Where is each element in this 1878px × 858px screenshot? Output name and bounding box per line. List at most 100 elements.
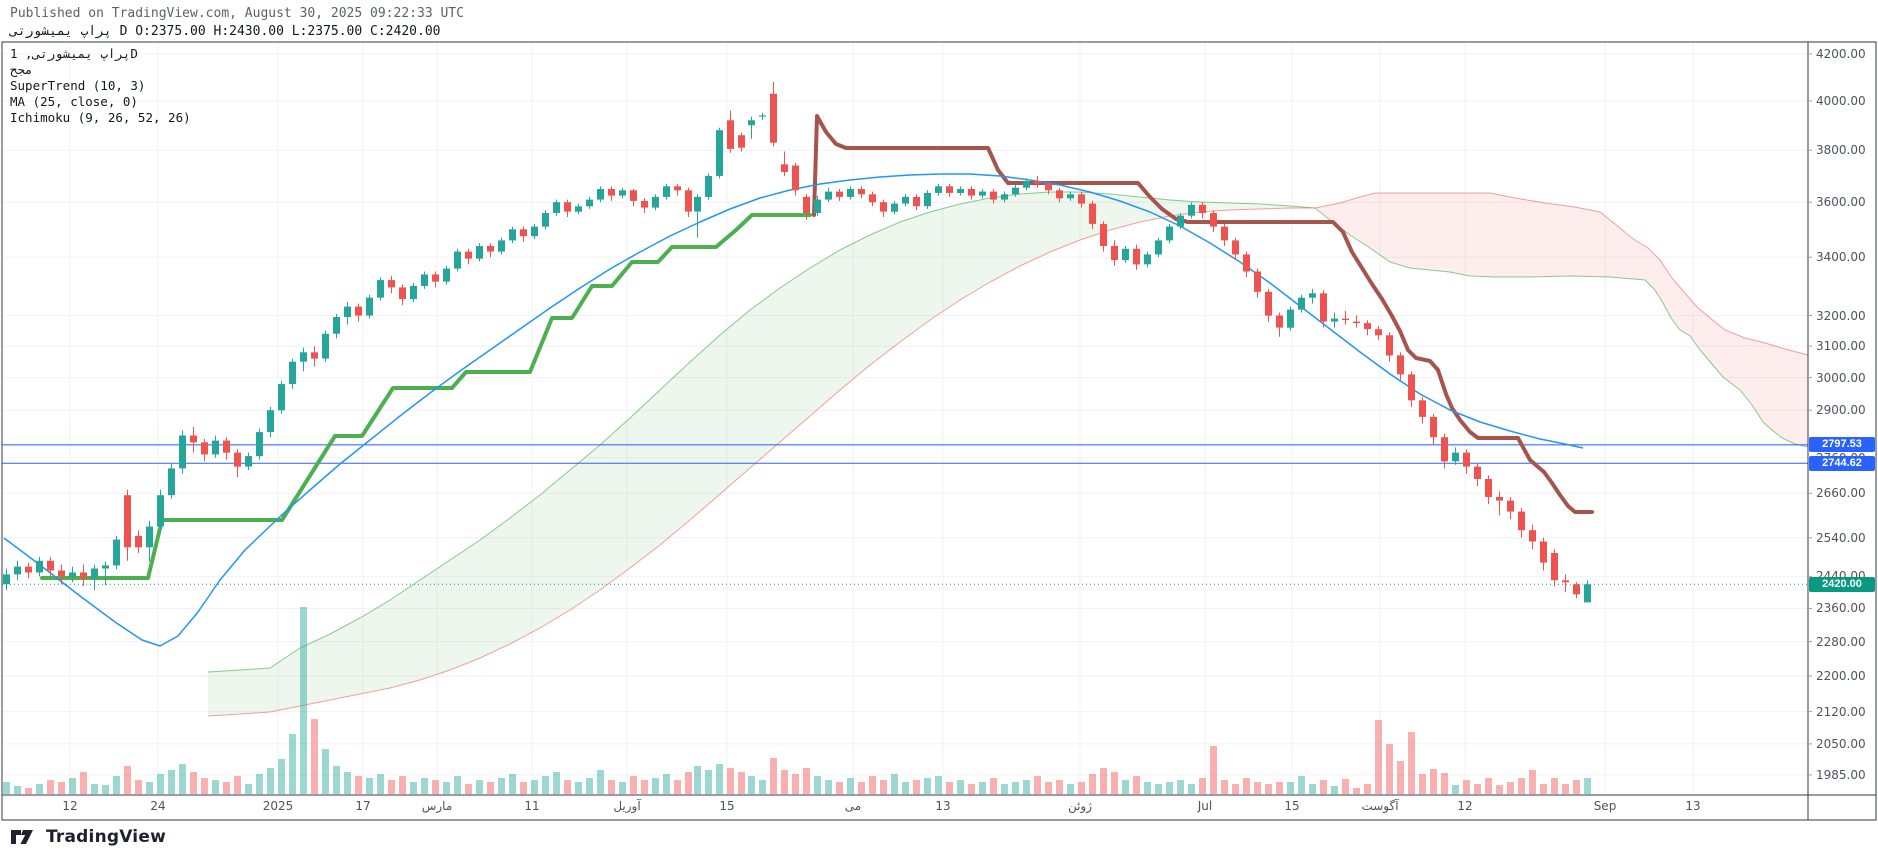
volume-bar [1584, 778, 1591, 794]
volume-bar [1232, 784, 1239, 794]
candle-body [1122, 248, 1129, 261]
tradingview-footer-link[interactable]: TradingView [10, 827, 166, 847]
volume-bar [388, 780, 395, 794]
volume-bar [267, 768, 274, 794]
candle-body [1078, 194, 1085, 204]
candle-body [157, 495, 164, 527]
volume-bar [792, 774, 799, 794]
time-tick-label: 24 [150, 799, 166, 813]
volume-bar [1529, 770, 1536, 794]
volume-bar [1386, 744, 1393, 794]
legend-ichimoku[interactable]: Ichimoku (9, 26, 52, 26) [10, 110, 191, 125]
tradingview-logo-icon [11, 830, 33, 844]
candle-body [1001, 194, 1008, 200]
candle-body [1386, 335, 1393, 356]
volume-bar [1573, 780, 1580, 794]
volume-bar [1441, 773, 1448, 794]
time-tick-label: آوریل [613, 799, 641, 813]
ma-line [3, 173, 1584, 647]
candle-body [1243, 254, 1250, 272]
volume-bar [157, 774, 164, 794]
volume-bar [891, 774, 898, 794]
candle-body [716, 130, 723, 176]
candle-body [256, 432, 263, 457]
volume-bar [858, 782, 865, 794]
volume-bar [1562, 784, 1569, 794]
volume-bar [223, 782, 230, 794]
volume-bar [1540, 784, 1547, 794]
candle-body [597, 189, 604, 200]
volume-bar [1056, 780, 1063, 794]
legend-volume-indicator[interactable]: مجح [10, 62, 33, 77]
legend-supertrend[interactable]: SuperTrend (10, 3) [10, 78, 146, 93]
candle-body [913, 196, 920, 207]
volume-bar [3, 782, 10, 794]
candle-body [564, 202, 571, 212]
candle-body [542, 213, 549, 227]
price-tick-label: 3400.00 [1816, 250, 1866, 264]
tradingview-brand-text: TradingView [46, 827, 166, 847]
volume-bar [630, 776, 637, 794]
volume-bar [366, 778, 373, 794]
candle-body [814, 199, 821, 213]
volume-bar [113, 776, 120, 794]
price-tick-label: 3100.00 [1816, 339, 1866, 353]
volume-bar [80, 772, 87, 794]
price-tick-label: 3800.00 [1816, 143, 1866, 157]
volume-bar [553, 772, 560, 794]
candle-body [267, 410, 274, 432]
volume-bar [924, 778, 931, 794]
volume-bar [14, 786, 21, 794]
time-tick-label: 12 [62, 799, 78, 813]
legend-ma[interactable]: MA (25, close, 0) [10, 94, 138, 109]
volume-bar [1067, 784, 1074, 794]
candle-body [1045, 183, 1052, 191]
volume-bar [814, 776, 821, 794]
candle-body [1089, 203, 1096, 224]
volume-bar [1023, 780, 1030, 794]
volume-bar [1496, 785, 1503, 794]
candle-body [1408, 374, 1415, 401]
volume-bar [1177, 780, 1184, 794]
time-tick-label: مارس [421, 799, 453, 813]
volume-bar [1474, 784, 1481, 794]
candle-body [278, 384, 285, 411]
candle-body [935, 186, 942, 193]
volume-bar [869, 776, 876, 794]
candle-body [1551, 553, 1558, 581]
volume-bar [344, 772, 351, 794]
volume-bar [69, 778, 76, 794]
candle-body [14, 566, 21, 575]
volume-bar [454, 776, 461, 794]
candle-body [1419, 400, 1426, 417]
candle-body [1067, 194, 1074, 199]
candle-body [333, 317, 340, 334]
candle-body [25, 566, 32, 573]
candle-body [1397, 355, 1404, 375]
price-tick-label: 2120.00 [1816, 705, 1866, 719]
volume-bar [289, 734, 296, 794]
candle-body [487, 246, 494, 252]
candle-body [410, 285, 417, 300]
volume-bar [168, 770, 175, 794]
volume-bar [399, 776, 406, 794]
candle-body [443, 268, 450, 282]
ichimoku-cloud_bull-top-line [207, 191, 1316, 673]
candle-body [311, 352, 318, 359]
volume-bar [705, 770, 712, 794]
candle-body [454, 251, 461, 269]
time-tick-label: 17 [355, 799, 371, 813]
volume-bar [1397, 761, 1404, 794]
legend-symbol-interval[interactable]: پراپ یمیشورتی, 1D [10, 46, 138, 61]
price-tick-label: 2360.00 [1816, 601, 1866, 615]
volume-bar [1221, 780, 1228, 794]
volume-bar [564, 780, 571, 794]
volume-bar [1122, 780, 1129, 794]
candle-body [1298, 297, 1305, 310]
candle-body [1056, 190, 1063, 199]
volume-bar [1375, 720, 1382, 794]
volume-bar [256, 774, 263, 794]
volume-bar [1265, 784, 1272, 794]
candle-body [1144, 254, 1151, 265]
